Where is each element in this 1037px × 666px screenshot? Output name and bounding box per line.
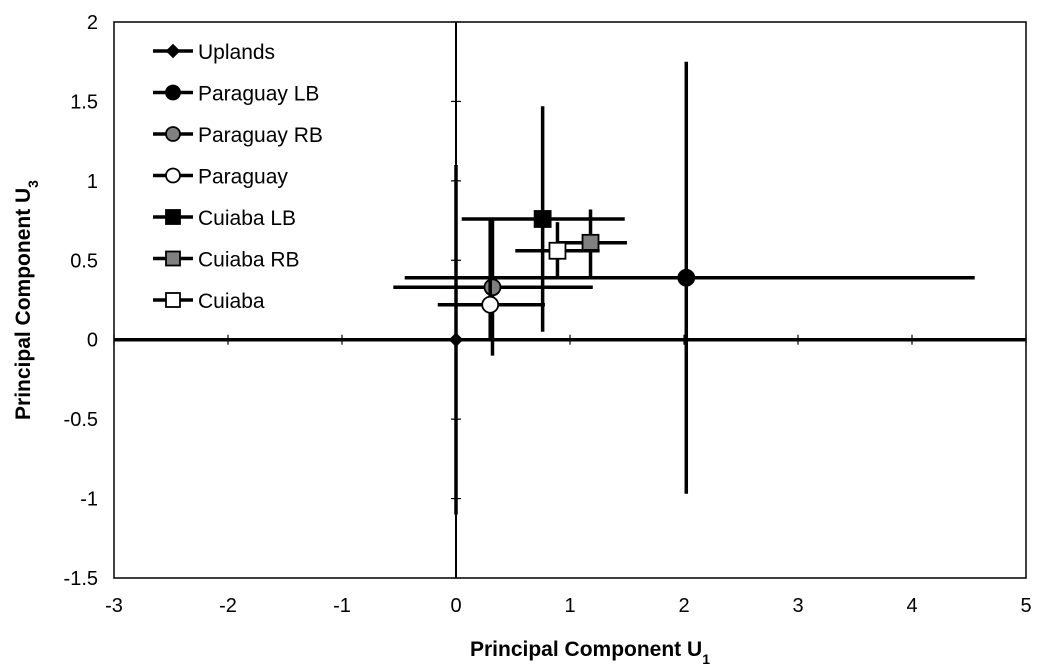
- x-tick-label: 3: [792, 595, 803, 617]
- legend-item: Cuiaba: [153, 290, 265, 313]
- x-axis-title: Principal Component U1: [470, 638, 710, 666]
- y-tick-label: 2: [87, 12, 98, 34]
- y-tick-label: 1.5: [70, 91, 98, 113]
- y-tick-label: -0.5: [64, 409, 98, 431]
- legend-item: Cuiaba RB: [153, 249, 300, 272]
- x-tick-label: 2: [678, 595, 689, 617]
- y-tick-label: -1: [80, 489, 98, 511]
- legend-label: Uplands: [198, 41, 275, 64]
- x-tick-label: -2: [219, 595, 237, 617]
- series-3: [437, 218, 545, 340]
- legend-item: Cuiaba LB: [153, 207, 296, 230]
- series: [114, 61, 1026, 515]
- x-tick-label: -3: [105, 595, 123, 617]
- legend-item: Paraguay RB: [153, 124, 323, 147]
- data-point: [677, 268, 696, 287]
- legend-marker: [165, 250, 181, 267]
- legend-marker: [165, 209, 181, 225]
- legend-item: Paraguay: [153, 166, 288, 189]
- series-5: [556, 209, 627, 277]
- legend: Uplands Paraguay LB Paraguay RB Paraguay Cui…: [153, 41, 323, 313]
- x-tick-label: 1: [564, 595, 575, 617]
- x-tick-label: 4: [906, 595, 917, 617]
- legend-label: Paraguay RB: [198, 124, 323, 147]
- series-4: [461, 106, 625, 332]
- y-tick-label: 1: [87, 171, 98, 193]
- data-point: [448, 332, 464, 347]
- legend-item: Paraguay LB: [153, 83, 319, 106]
- legend-marker: [165, 43, 181, 59]
- x-tick-label: 5: [1020, 595, 1031, 617]
- legend-marker: [165, 292, 181, 308]
- y-tick-label: 0.5: [70, 250, 98, 272]
- data-point: [581, 233, 600, 252]
- legend-label: Cuiaba LB: [198, 207, 296, 230]
- legend-item: Uplands: [153, 41, 275, 64]
- series-1: [404, 61, 975, 494]
- data-point: [481, 295, 500, 314]
- data-point: [533, 210, 552, 228]
- series-6: [515, 222, 600, 280]
- y-axis-title: Principal Component U3: [12, 180, 41, 420]
- x-tick-label: 0: [450, 595, 461, 617]
- y-tick-label: -1.5: [64, 568, 98, 590]
- legend-marker: [165, 167, 181, 184]
- data-point: [483, 278, 502, 297]
- legend-label: Cuiaba RB: [198, 249, 300, 272]
- y-tick-label: 0: [87, 330, 98, 352]
- legend-label: Cuiaba: [198, 290, 265, 313]
- x-tick-label: -1: [333, 595, 351, 617]
- series-0: [114, 164, 1026, 515]
- legend-marker: [165, 84, 181, 101]
- data-point: [548, 241, 567, 260]
- legend-marker: [165, 126, 181, 142]
- legend-label: Paraguay LB: [198, 83, 319, 106]
- legend-label: Paraguay: [198, 166, 288, 189]
